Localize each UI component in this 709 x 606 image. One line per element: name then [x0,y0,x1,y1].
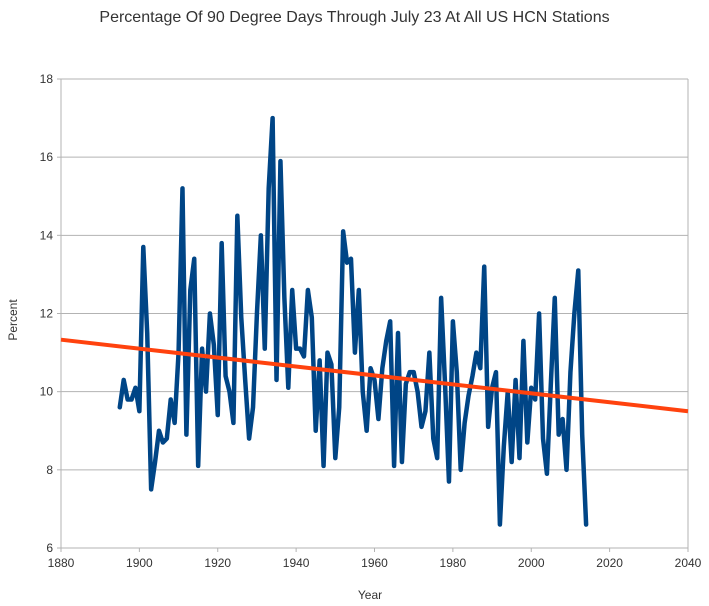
x-tick-label: 1940 [283,556,310,570]
y-tick-label: 12 [40,307,54,321]
y-tick-label: 14 [40,228,54,242]
x-tick-label: 1900 [126,556,153,570]
x-tick-label: 2040 [675,556,702,570]
x-tick-labels: 1880 1900 1920 1940 1960 1980 2000 2020 2040 [48,556,702,570]
x-axis-title: Year [358,588,382,602]
data-series [117,115,589,527]
chart-title: Percentage Of 90 Degree Days Through Jul… [99,9,610,26]
trend-series [60,337,689,414]
y-axis-title: Percent [6,299,20,341]
y-tick-labels: 6 8 10 12 14 16 18 [40,72,54,555]
y-tick-label: 18 [40,72,54,86]
axes [57,78,689,552]
y-tick-label: 16 [40,150,54,164]
x-tick-label: 1880 [48,556,75,570]
trend-line [60,337,689,414]
x-tick-label: 1980 [440,556,467,570]
y-tick-label: 6 [46,541,53,555]
x-tick-label: 2000 [518,556,545,570]
x-tick-label: 1960 [361,556,388,570]
series-line-percent [117,115,589,527]
y-tick-label: 10 [40,385,54,399]
x-tick-label: 1920 [204,556,231,570]
y-tick-label: 8 [46,463,53,477]
x-tick-label: 2020 [596,556,623,570]
